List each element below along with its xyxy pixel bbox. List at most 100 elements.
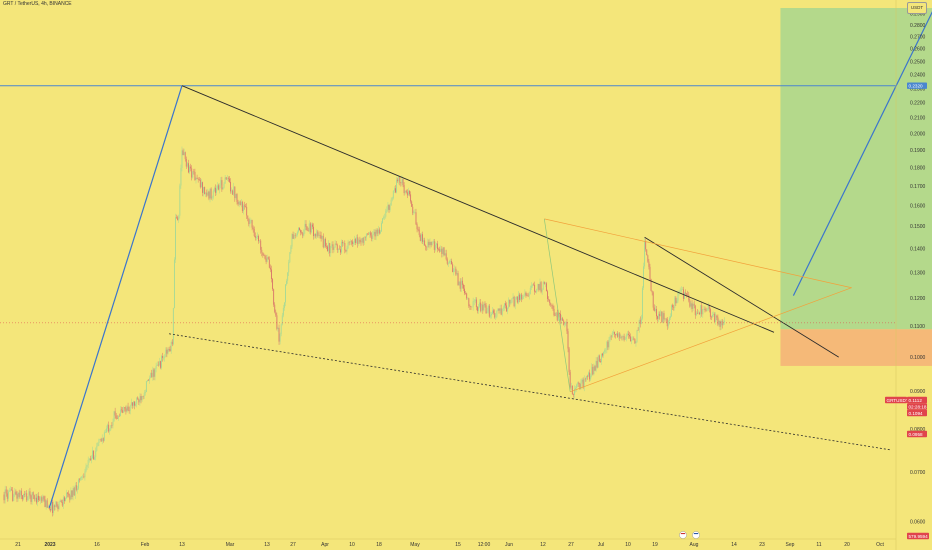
- candle-body: [244, 205, 245, 207]
- candle-body: [701, 305, 703, 315]
- candle-body: [615, 334, 616, 336]
- triangle-left-line: [543, 218, 571, 392]
- candle-body: [210, 188, 212, 199]
- event-flag-icon: [679, 531, 687, 539]
- candle-body: [672, 305, 674, 308]
- candle-body: [163, 357, 165, 359]
- candle-body: [597, 355, 599, 368]
- candle-body: [191, 168, 193, 178]
- inner-resistance-line: [644, 236, 839, 358]
- candle-body: [240, 201, 242, 205]
- candle-body: [377, 229, 379, 234]
- candle-body: [417, 229, 419, 230]
- candle-body: [560, 313, 561, 321]
- candle-body: [436, 243, 437, 245]
- candle-body: [312, 224, 313, 227]
- candle-body: [321, 235, 323, 239]
- candle-body: [108, 424, 110, 432]
- candle-body: [430, 241, 432, 246]
- candle-body: [411, 201, 413, 207]
- candle-body: [285, 284, 286, 303]
- x-tick-label: Mar: [226, 542, 235, 548]
- candle-body: [360, 241, 362, 243]
- candle-body: [98, 439, 100, 444]
- candle-body: [432, 241, 434, 242]
- candle-body: [382, 218, 384, 224]
- candle-body: [238, 201, 240, 205]
- y-tick-label: 0.2700: [910, 35, 926, 41]
- x-tick-label: Feb: [141, 542, 150, 548]
- candle-body: [158, 361, 160, 366]
- candle-body: [141, 396, 143, 401]
- candle-body: [376, 229, 378, 234]
- candle-body: [721, 320, 723, 326]
- candle-body: [548, 298, 550, 300]
- candle-body: [623, 336, 625, 340]
- x-tick-label: 10: [349, 542, 355, 548]
- candle-body: [452, 264, 454, 273]
- candle-body: [621, 336, 623, 338]
- candle-body: [610, 336, 612, 338]
- y-tick-label: 0.1100: [910, 324, 925, 330]
- candle-body: [464, 288, 465, 294]
- candle-body: [361, 238, 363, 243]
- candle-body: [199, 179, 201, 188]
- candle-body: [250, 220, 252, 221]
- candle-body: [369, 232, 371, 235]
- candle-body: [225, 177, 227, 180]
- candle-body: [220, 180, 222, 186]
- candle-body: [604, 350, 606, 352]
- candle-body: [273, 289, 275, 305]
- candle-body: [213, 187, 215, 192]
- candle-body: [120, 409, 121, 417]
- candle-body: [591, 366, 593, 376]
- candle-body: [710, 316, 712, 318]
- candle-body: [379, 231, 381, 234]
- candle-body: [188, 163, 189, 173]
- candle-body: [350, 241, 352, 242]
- candle-body: [333, 247, 335, 250]
- candle-body: [20, 490, 22, 496]
- candle-body: [534, 284, 536, 292]
- candle-body: [460, 280, 462, 289]
- candle-body: [153, 369, 155, 377]
- candle-body: [151, 372, 153, 378]
- candle-body: [374, 231, 376, 237]
- candle-body: [271, 269, 272, 280]
- candle-body: [401, 179, 403, 183]
- candle-body: [531, 284, 533, 286]
- x-tick-label: 11: [816, 542, 821, 548]
- candle-body: [53, 505, 55, 513]
- last-price-tag: 0.1112: [907, 396, 927, 404]
- candle-body: [310, 224, 312, 233]
- candle-body: [709, 309, 711, 317]
- candle-body: [636, 330, 638, 342]
- candle-body: [717, 317, 719, 325]
- candle-body: [177, 217, 179, 221]
- candle-body: [10, 489, 11, 491]
- y-tick-label: 0.1200: [910, 296, 926, 302]
- candle-body: [337, 248, 339, 250]
- candle-body: [553, 308, 555, 316]
- svg-text:GRTUSDT: GRTUSDT: [887, 398, 909, 403]
- candle-body: [624, 339, 626, 340]
- candle-body: [228, 178, 230, 182]
- candle-body: [313, 226, 314, 237]
- currency-selector[interactable]: USDT: [907, 2, 927, 14]
- candle-body: [52, 501, 54, 513]
- candle-body: [530, 285, 532, 288]
- y-tick-label: 0.1500: [910, 224, 926, 230]
- candle-body: [125, 408, 127, 412]
- candle-body: [585, 375, 587, 380]
- candle-body: [349, 241, 351, 243]
- candle-body: [267, 257, 269, 260]
- candle-body: [192, 171, 194, 178]
- blue-projection-line: [792, 11, 932, 296]
- candle-body: [384, 216, 386, 218]
- candle-body: [124, 407, 126, 409]
- candle-body: [453, 269, 455, 273]
- dotted-support-line: [168, 333, 891, 451]
- candle-body: [653, 307, 655, 311]
- candle-body: [261, 249, 263, 253]
